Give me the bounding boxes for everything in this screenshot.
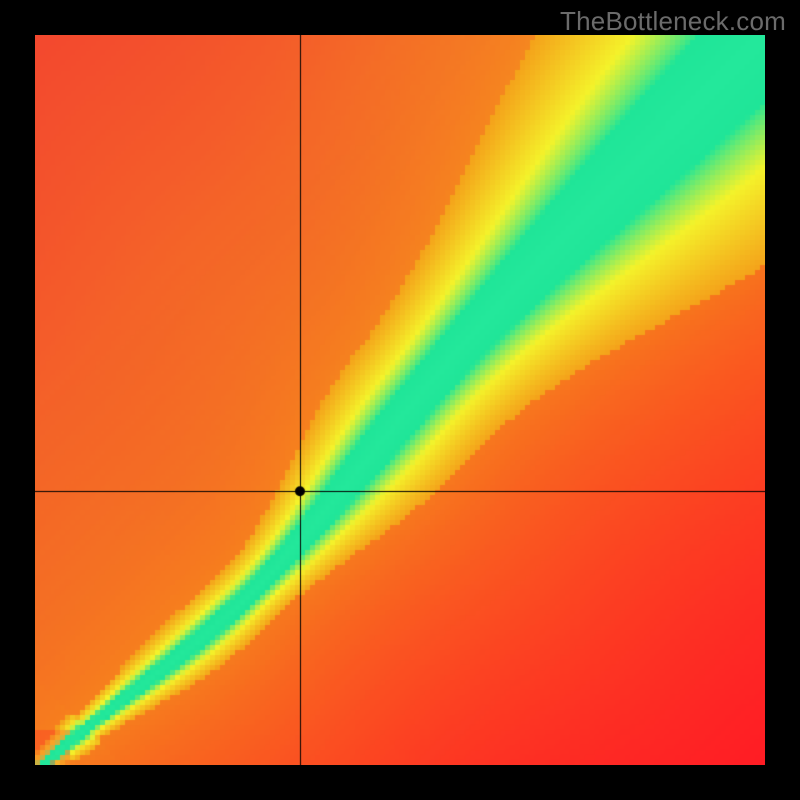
heatmap-plot	[35, 35, 765, 765]
chart-frame: TheBottleneck.com	[0, 0, 800, 800]
watermark-text: TheBottleneck.com	[560, 6, 786, 37]
heatmap-canvas	[35, 35, 765, 765]
